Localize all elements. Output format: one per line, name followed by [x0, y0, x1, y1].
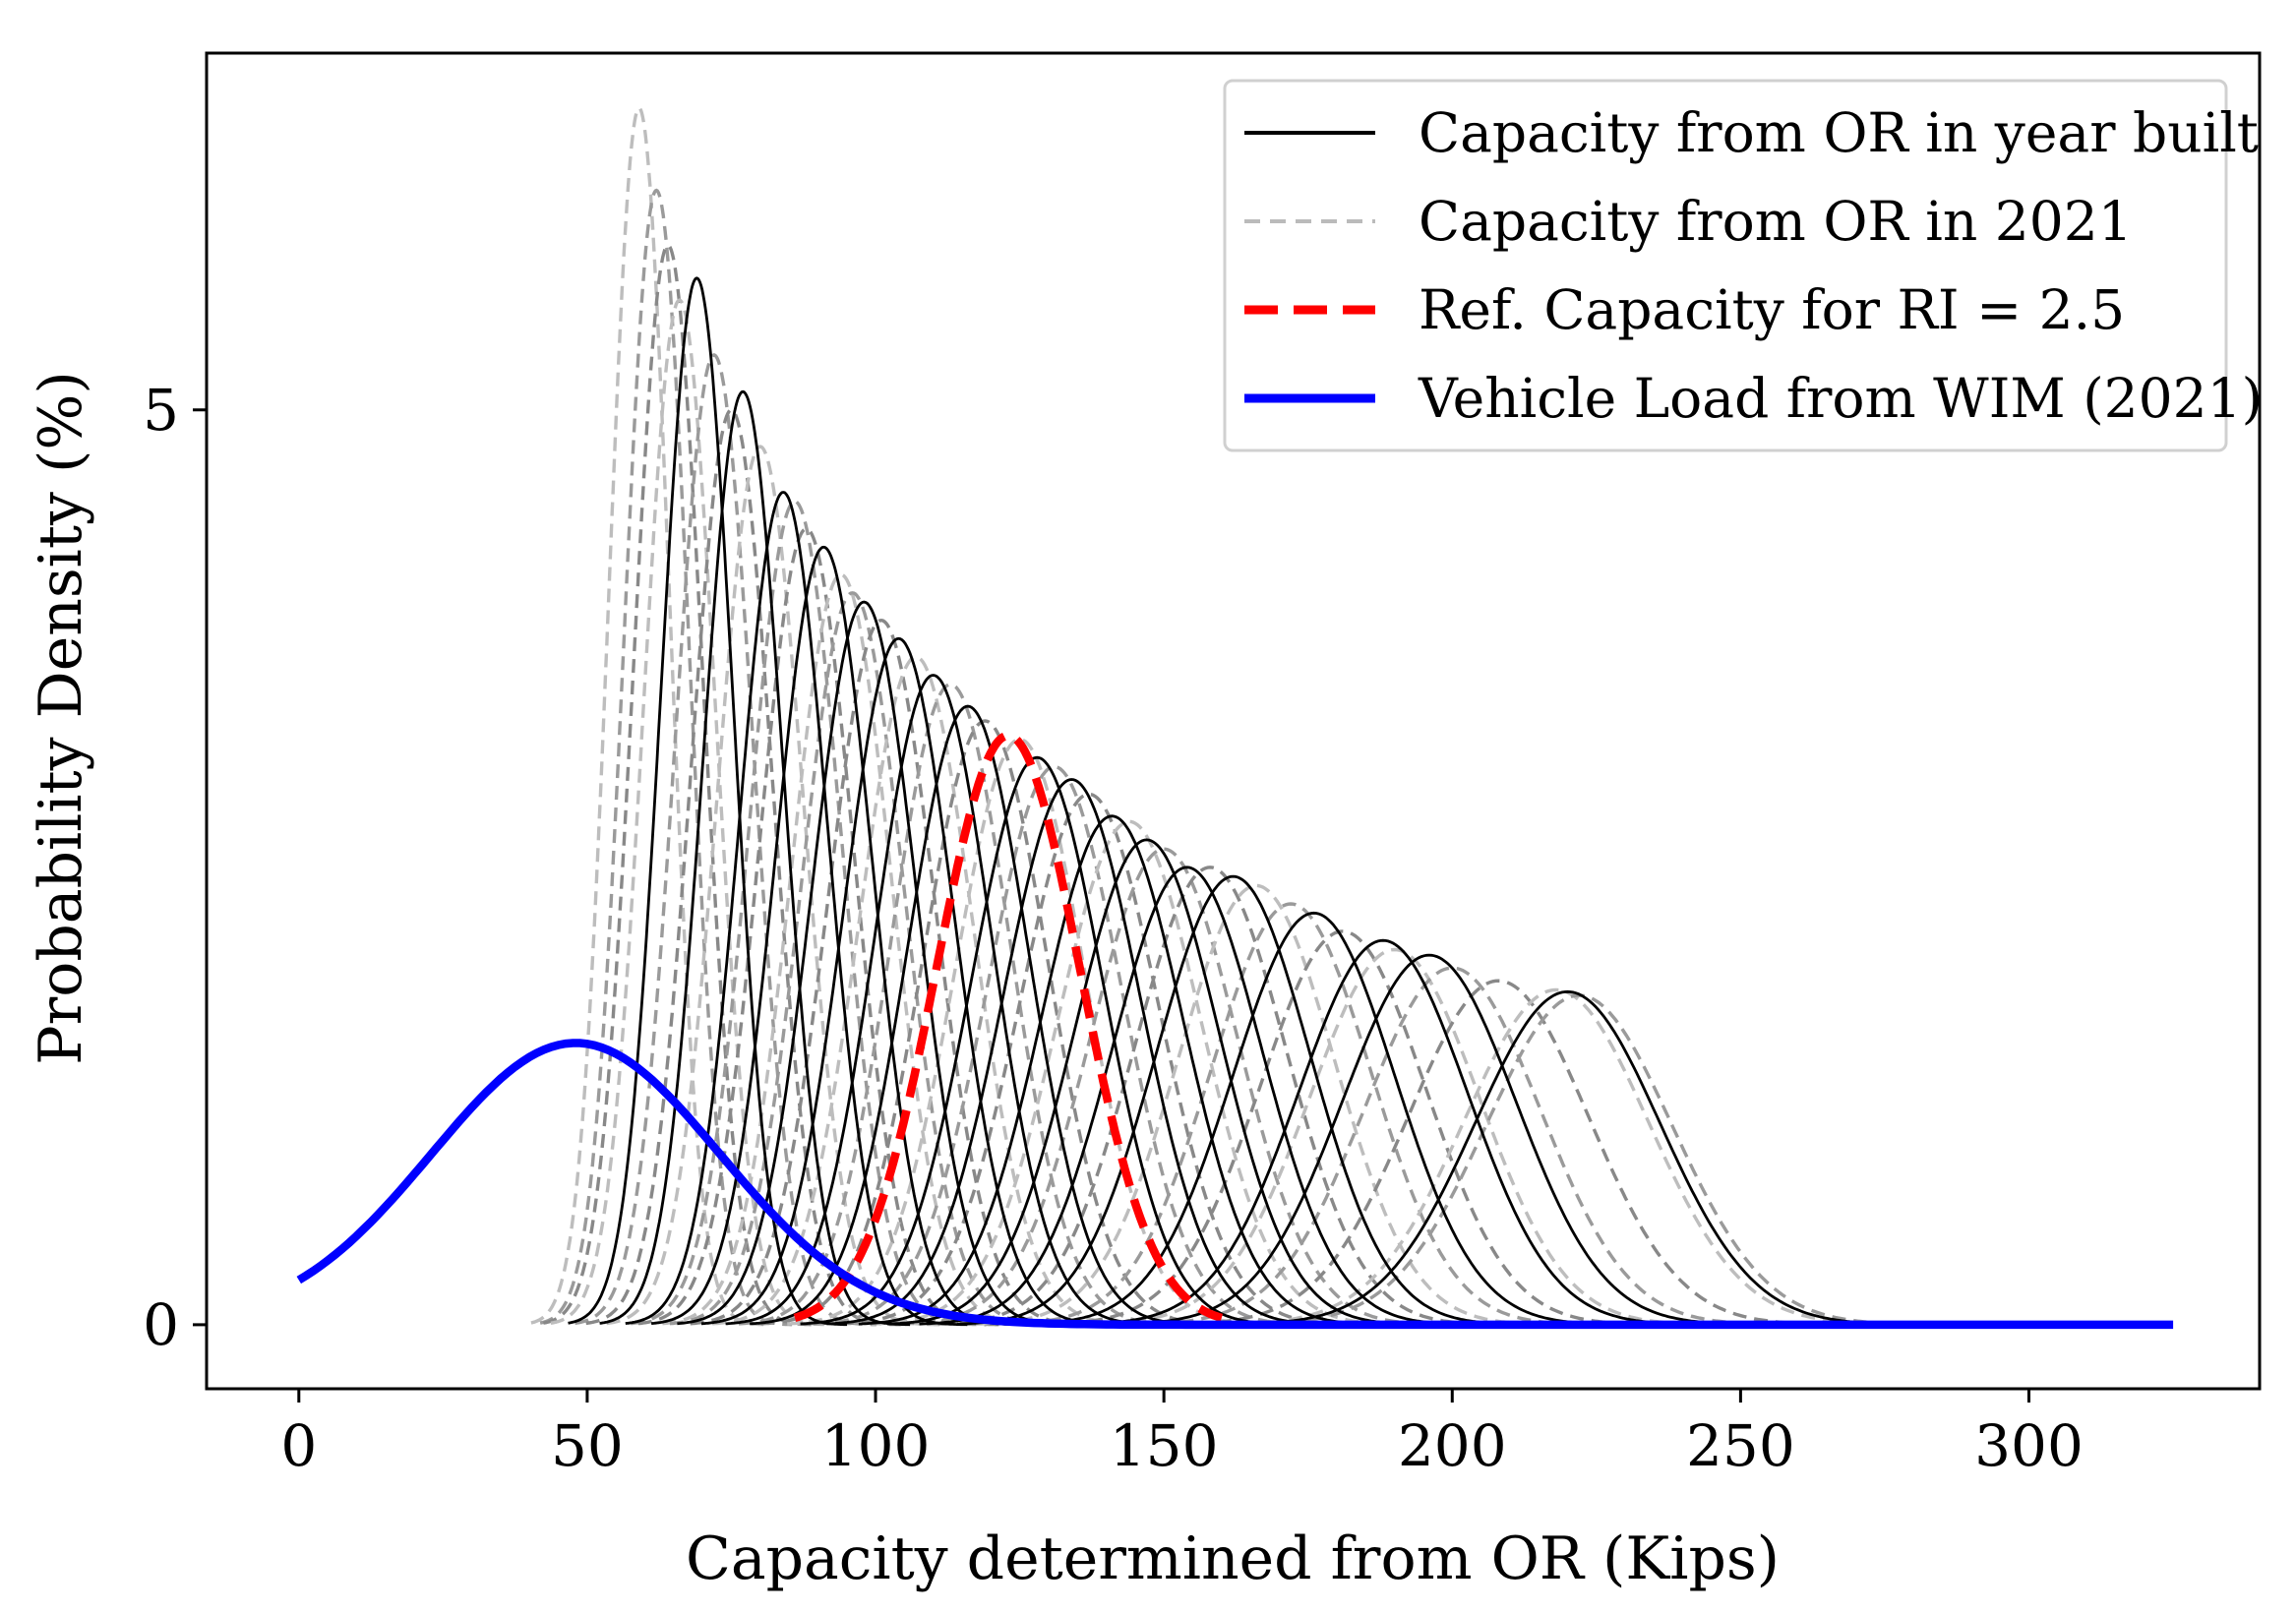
capacity-year-built-curve [750, 704, 1223, 1327]
legend-box [1223, 79, 2228, 452]
x-tick-label: 250 [1686, 1412, 1795, 1479]
capacity-year-built-curve [1118, 953, 1793, 1327]
capacity-2021-curve [543, 243, 814, 1327]
x-axis-title: Capacity determined from OR (Kips) [686, 1524, 1780, 1593]
y-tick-label: 5 [143, 377, 179, 444]
capacity-year-built-curve [886, 838, 1450, 1327]
capacity-2021-curve [1003, 902, 1625, 1327]
capacity-year-built-curve [919, 866, 1500, 1327]
capacity-2021-curve [574, 353, 876, 1327]
capacity-year-built-curve [956, 874, 1555, 1327]
x-tick-label: 300 [1974, 1412, 2084, 1479]
vehicle-load-curve [296, 1039, 2174, 1330]
capacity-year-built-curve [725, 674, 1176, 1327]
legend-label: Capacity from OR in year built [1419, 101, 2259, 164]
capacity-year-built-curve [677, 600, 1082, 1327]
capacity-2021-curve [1174, 979, 1877, 1327]
x-axis-ticks: 0 50 100 150 200 250 300 [280, 1389, 2084, 1479]
axes-frame [205, 51, 2262, 1391]
y-axis-title: Probability Density (%) [27, 371, 95, 1065]
capacity-2021-curve [550, 298, 830, 1327]
capacity-2021-curve [1046, 929, 1689, 1327]
legend: Capacity from OR in year built Capacity f… [1223, 79, 2263, 452]
plot-area [296, 105, 2174, 1330]
x-tick-label: 0 [280, 1412, 317, 1479]
series-ref-capacity [793, 731, 1223, 1322]
capacity-2021-curve [1224, 987, 1944, 1327]
legend-label: Ref. Capacity for RI = 2.5 [1419, 278, 2125, 341]
x-tick-label: 100 [821, 1412, 931, 1479]
capacity-2021-curve [690, 618, 1105, 1327]
x-tick-label: 50 [551, 1412, 624, 1479]
ref-capacity-curve [793, 731, 1223, 1322]
y-tick-label: 0 [143, 1291, 179, 1358]
capacity-2021-curve [669, 591, 1066, 1327]
capacity-year-built-curve [1023, 911, 1654, 1327]
capacity-2021-curve [530, 105, 765, 1327]
capacity-year-built-curve [1235, 989, 1956, 1327]
x-tick-label: 150 [1110, 1412, 1219, 1479]
capacity-2021-curve [585, 408, 901, 1327]
capacity-year-built-curve [625, 491, 968, 1327]
series-vehicle-load [296, 1039, 2174, 1330]
capacity-2021-curve [872, 819, 1430, 1327]
capacity-year-built-curve [800, 755, 1313, 1327]
capacity-2021-curve [606, 445, 940, 1327]
capacity-year-built-curve [568, 276, 847, 1327]
legend-label: Capacity from OR in 2021 [1419, 190, 2133, 253]
y-axis-ticks: 05 [143, 377, 207, 1358]
capacity-2021-curve [637, 526, 1003, 1327]
legend-label: Vehicle Load from WIM (2021) [1418, 367, 2263, 430]
capacity-2021-curve [1136, 966, 1821, 1327]
capacity-year-built-curve [826, 778, 1358, 1327]
capacity-2021-curve [900, 847, 1472, 1327]
capacity-2021-curve [937, 866, 1528, 1327]
capacity-year-built-curve [700, 636, 1129, 1327]
x-tick-label: 200 [1398, 1412, 1507, 1479]
series-capacity-year-built [568, 276, 1956, 1327]
